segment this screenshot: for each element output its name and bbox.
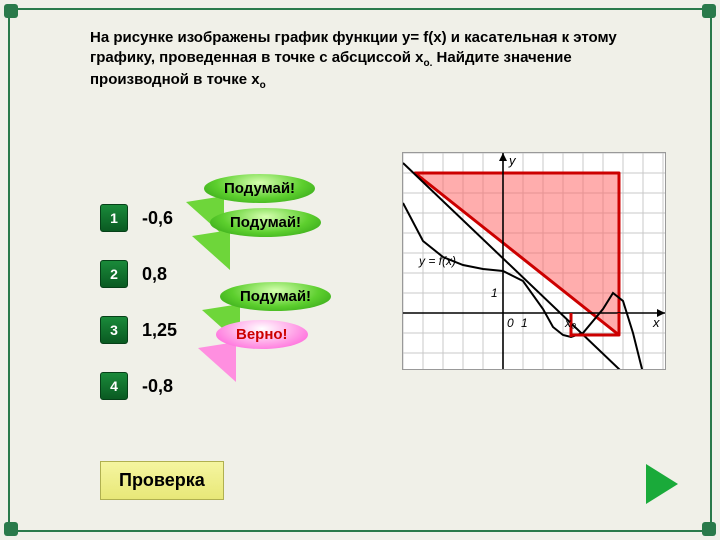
bubble-label: Подумай! [210, 208, 321, 237]
answer-label: -0,8 [142, 376, 173, 397]
answer-label: 1,25 [142, 320, 177, 341]
bubble-label: Подумай! [220, 282, 331, 311]
next-icon[interactable] [646, 464, 678, 504]
task-text: На рисунке изображены график функции y= … [90, 28, 650, 92]
chart: 011xyx₀y = f(x) [402, 152, 666, 370]
svg-text:1: 1 [521, 316, 528, 330]
answer-button-2[interactable]: 2 [100, 260, 128, 288]
bubble-tail [198, 342, 236, 382]
check-button[interactable]: Проверка [100, 461, 224, 500]
frame-corner [702, 4, 716, 18]
svg-text:1: 1 [491, 286, 498, 300]
answer-label: 0,8 [142, 264, 167, 285]
frame-corner [4, 522, 18, 536]
answer-row: 31,25 [100, 316, 177, 344]
answer-row: 1 -0,6 [100, 204, 173, 232]
frame-corner [4, 4, 18, 18]
answer-row: 4 -0,8 [100, 372, 173, 400]
svg-text:0: 0 [507, 316, 514, 330]
task-sub-2: o [260, 80, 266, 91]
bubble-tail [192, 230, 230, 270]
check-button-label: Проверка [119, 470, 205, 490]
answer-button-1[interactable]: 1 [100, 204, 128, 232]
answer-button-4[interactable]: 4 [100, 372, 128, 400]
answer-row: 20,8 [100, 260, 167, 288]
slide: На рисунке изображены график функции y= … [0, 0, 720, 540]
frame-corner [702, 522, 716, 536]
bubble-label: Верно! [216, 320, 308, 349]
chart-svg: 011xyx₀y = f(x) [403, 153, 665, 369]
answer-label: -0,6 [142, 208, 173, 229]
bubble-label: Подумай! [204, 174, 315, 203]
svg-text:y = f(x): y = f(x) [418, 254, 456, 268]
answer-button-3[interactable]: 3 [100, 316, 128, 344]
svg-text:x: x [652, 315, 660, 330]
svg-text:x₀: x₀ [564, 316, 576, 330]
